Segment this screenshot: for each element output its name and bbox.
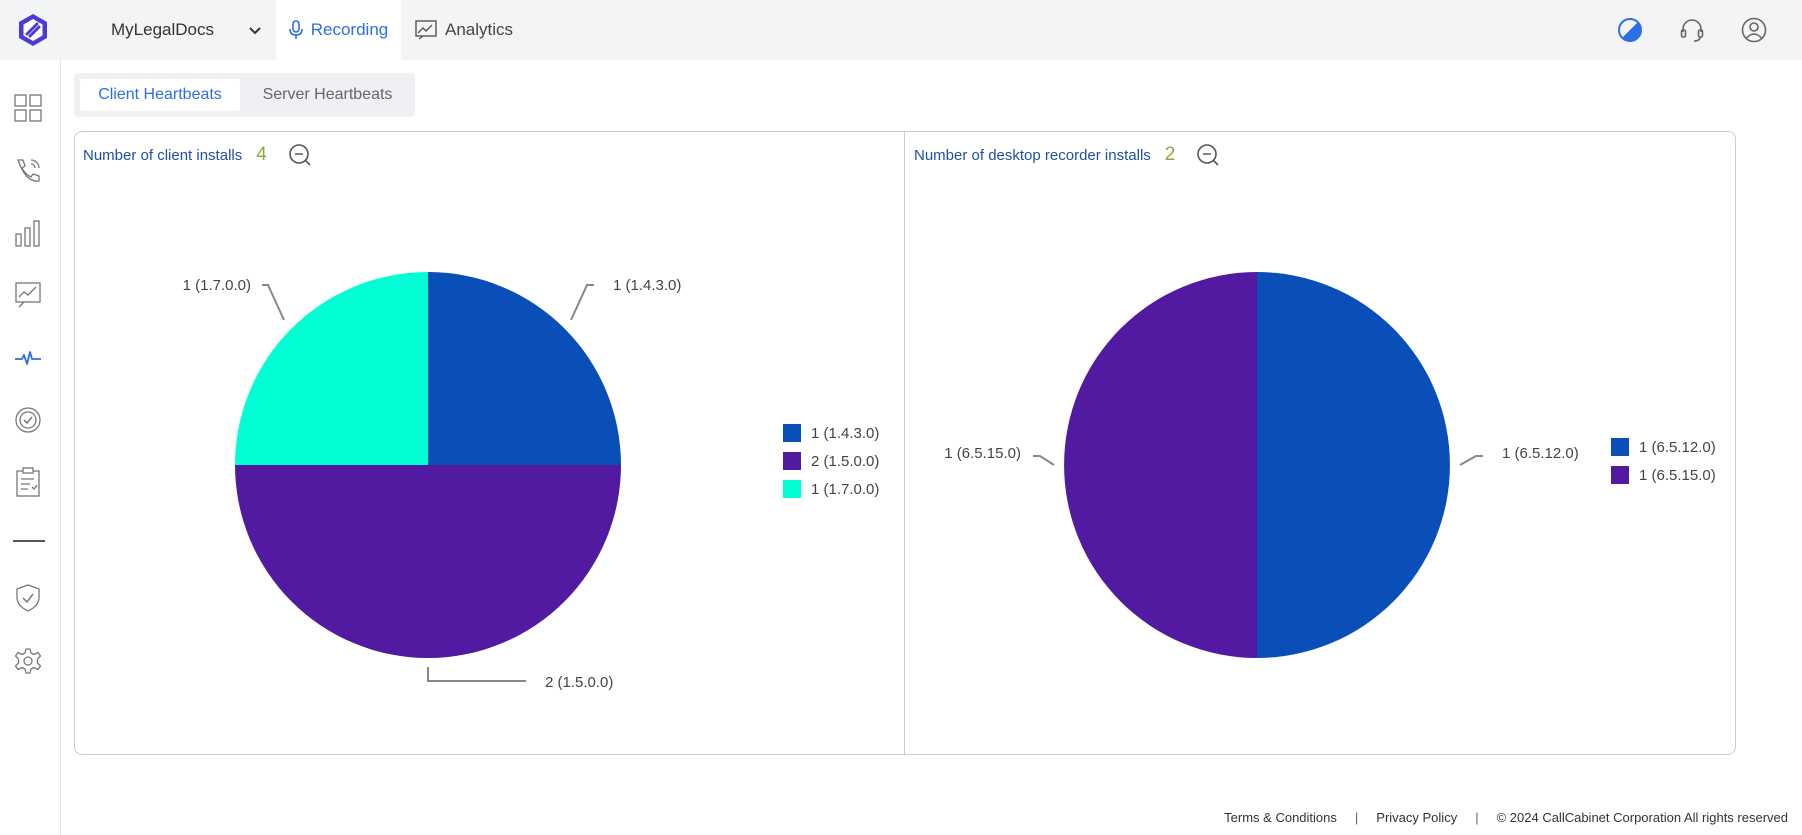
legend-label: 1 (1.4.3.0) [811,424,880,442]
legend-swatch [783,424,801,442]
nav-tab-label: Analytics [445,20,514,39]
chart-title: Number of client installs [83,146,243,164]
leader-line [262,284,285,321]
nav-tab-label: Recording [310,20,389,39]
footer-separator: | [1475,810,1479,825]
desktop-installs-header: Number of desktop recorder installs 2 [914,142,1221,168]
pie-slice-1 (1.4.3.0)[interactable] [428,272,621,465]
desktop-installs-legend: 1 (6.5.12.0) 1 (6.5.15.0) [1611,433,1716,489]
legend-item[interactable]: 1 (1.7.0.0) [783,475,879,503]
top-bar: MyLegalDocs Recording Analytics [0,0,1802,60]
legend-swatch [783,480,801,498]
pie-slice-1 (1.7.0.0)[interactable] [235,272,428,465]
account-selector[interactable]: MyLegalDocs [111,0,262,60]
leader-line [1459,455,1483,466]
nav-tab-recording[interactable]: Recording [276,0,401,60]
chart-title: Number of desktop recorder installs [914,146,1151,164]
microphone-icon [288,20,303,39]
chevron-down-icon [249,27,261,35]
legend-swatch [783,452,801,470]
slice-data-label: 1 (6.5.15.0) [944,445,1021,462]
legend-label: 1 (6.5.12.0) [1639,438,1716,456]
install-count: 2 [1164,144,1176,165]
analytics-chart-icon [415,20,437,40]
support-headset-icon[interactable] [1676,14,1708,46]
copyright-text: © 2024 CallCabinet Corporation All right… [1496,810,1788,825]
settings-gear-icon[interactable] [12,645,44,677]
legend-item[interactable]: 1 (6.5.12.0) [1611,433,1716,461]
legend-label: 1 (1.7.0.0) [811,480,880,498]
legend-swatch [1611,438,1629,456]
theme-toggle-icon[interactable] [1614,14,1646,46]
slice-data-label: 1 (1.4.3.0) [613,277,681,294]
leader-line [570,284,594,321]
phone-calls-icon[interactable] [12,155,44,187]
tab-client-heartbeats[interactable]: Client Heartbeats [80,79,240,111]
panel-divider [904,132,905,754]
footer: Terms & Conditions | Privacy Policy | © … [1224,810,1788,825]
shield-check-icon[interactable] [12,582,44,614]
client-installs-legend: 1 (1.4.3.0) 2 (1.5.0.0) 1 (1.7.0.0) [783,419,879,503]
legend-label: 2 (1.5.0.0) [811,452,880,470]
heartbeat-tabs: Client Heartbeats Server Heartbeats [74,73,415,117]
privacy-link[interactable]: Privacy Policy [1376,810,1458,825]
slice-data-label: 1 (1.7.0.0) [183,277,251,294]
legend-swatch [1611,466,1629,484]
footer-separator: | [1354,810,1359,825]
legend-item[interactable]: 1 (6.5.15.0) [1611,461,1716,489]
dashboard-grid-icon[interactable] [12,92,44,124]
sidebar [0,60,61,835]
tab-server-heartbeats[interactable]: Server Heartbeats [262,86,393,103]
charts-panel [74,131,1736,755]
terms-link[interactable]: Terms & Conditions [1224,810,1337,825]
clipboard-checklist-icon[interactable] [12,466,44,498]
pie-slice-1 (6.5.15.0)[interactable] [1064,272,1257,658]
pie-slice-2 (1.5.0.0)[interactable] [235,465,621,658]
analytics-chart-icon[interactable] [12,279,44,311]
leader-line [427,667,526,682]
bar-chart-icon[interactable] [12,217,44,249]
slice-data-label: 1 (6.5.12.0) [1502,445,1579,462]
zoom-out-icon[interactable] [1195,142,1221,168]
pie-slice-1 (6.5.12.0)[interactable] [1257,272,1450,658]
zoom-out-icon[interactable] [287,142,313,168]
legend-item[interactable]: 2 (1.5.0.0) [783,447,879,475]
quality-check-icon[interactable] [12,404,44,436]
legend-item[interactable]: 1 (1.4.3.0) [783,419,879,447]
leader-line [1033,455,1055,466]
sidebar-divider [13,540,45,542]
account-name: MyLegalDocs [111,20,214,39]
client-installs-header: Number of client installs 4 [83,142,313,168]
heartbeat-icon[interactable] [12,342,44,374]
user-profile-icon[interactable] [1738,14,1770,46]
install-count: 4 [256,144,267,165]
slice-data-label: 2 (1.5.0.0) [545,674,613,691]
nav-tab-analytics[interactable]: Analytics [415,0,513,60]
app-logo-icon[interactable] [16,13,50,47]
legend-label: 1 (6.5.15.0) [1639,466,1716,484]
